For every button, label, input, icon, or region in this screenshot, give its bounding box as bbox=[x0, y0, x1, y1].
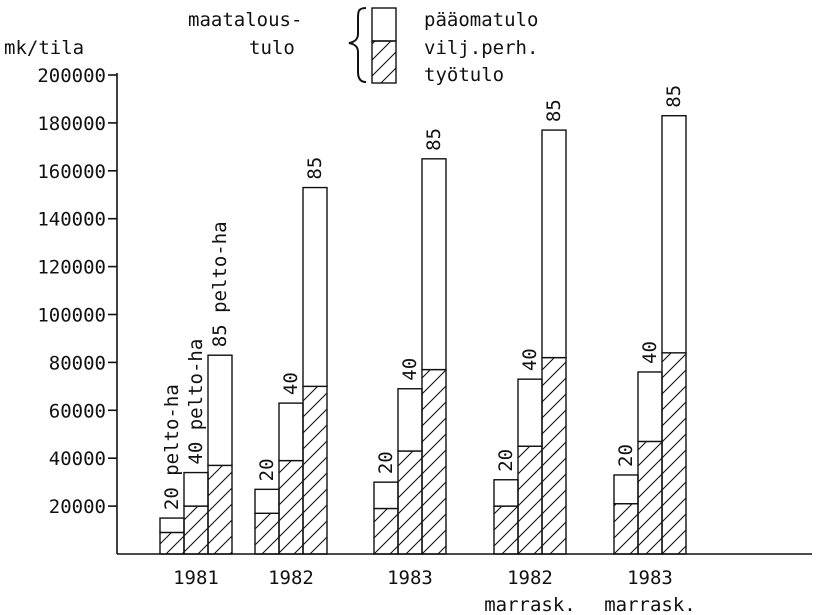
y-tick-label: 60000 bbox=[49, 400, 106, 422]
legend-swatch-paaomatulo bbox=[371, 7, 397, 42]
x-group-sublabel: marrask. bbox=[604, 594, 696, 615]
x-group-label: 1983 bbox=[627, 567, 673, 589]
bar-segment-paaomatulo bbox=[254, 488, 280, 514]
bar-label: 20 pelto-ha bbox=[161, 384, 183, 510]
bar-segment-paaomatulo bbox=[159, 517, 185, 534]
bar-label: 85 bbox=[663, 85, 685, 108]
y-tick-label: 40000 bbox=[49, 448, 106, 470]
y-tick-label: 20000 bbox=[49, 496, 106, 518]
y-tick-label: 80000 bbox=[49, 352, 106, 374]
legend-entry-label: vilj.perh. bbox=[424, 37, 538, 59]
x-group-label: 1982 bbox=[268, 567, 314, 589]
x-group-sublabel: marrask. bbox=[484, 594, 576, 615]
bar-segment-tyotulo bbox=[278, 459, 304, 555]
bar-segment-paaomatulo bbox=[637, 371, 663, 443]
bar-segment-tyotulo bbox=[183, 505, 209, 555]
bar-label: 40 bbox=[519, 348, 541, 371]
bar-label: 20 bbox=[615, 444, 637, 467]
bars bbox=[159, 115, 687, 555]
bar-segment-paaomatulo bbox=[421, 158, 447, 371]
y-axis-label: mk/tila bbox=[4, 37, 84, 59]
y-tick-label: 100000 bbox=[37, 305, 106, 327]
bar-segment-tyotulo bbox=[661, 352, 687, 555]
legend-group-label: maatalous- bbox=[188, 9, 302, 31]
bar-segment-tyotulo bbox=[421, 368, 447, 555]
bar-label: 40 bbox=[280, 372, 302, 395]
bar-label: 85 bbox=[304, 157, 326, 180]
bar-segment-paaomatulo bbox=[373, 481, 399, 510]
bar-segment-paaomatulo bbox=[541, 129, 567, 359]
legend-entry-label: pääomatulo bbox=[424, 9, 538, 31]
bar-label: 20 bbox=[375, 451, 397, 474]
bar-segment-paaomatulo bbox=[302, 186, 328, 388]
x-group-label: 1983 bbox=[387, 567, 433, 589]
bar-segment-tyotulo bbox=[541, 356, 567, 555]
bar-label: 85 pelto-ha bbox=[209, 221, 231, 347]
bar-label: 85 bbox=[423, 128, 445, 151]
y-tick-label: 160000 bbox=[37, 161, 106, 183]
bar-segment-tyotulo bbox=[493, 505, 519, 555]
bar-segment-tyotulo bbox=[302, 385, 328, 555]
y-tick-label: 140000 bbox=[37, 209, 106, 231]
bar-segment-tyotulo bbox=[613, 503, 639, 555]
bar-label: 40 pelto-ha bbox=[185, 339, 207, 465]
legend-entry-label: työtulo bbox=[424, 64, 504, 86]
bar-segment-paaomatulo bbox=[397, 388, 423, 452]
bar-label: 20 bbox=[495, 449, 517, 472]
y-tick-label: 180000 bbox=[37, 113, 106, 135]
bar-segment-tyotulo bbox=[517, 445, 543, 555]
bar-label: 20 bbox=[256, 458, 278, 481]
bar-segment-paaomatulo bbox=[517, 378, 543, 447]
y-tick-label: 120000 bbox=[37, 257, 106, 279]
axes: 20000 40000 60000 80000 100000 120000 140000 16… bbox=[4, 37, 812, 555]
bar-segment-paaomatulo bbox=[493, 479, 519, 507]
x-group-label: 1981 bbox=[173, 567, 219, 589]
bar-segment-tyotulo bbox=[159, 531, 185, 555]
bar-label: 40 bbox=[639, 341, 661, 364]
bar-segment-tyotulo bbox=[373, 507, 399, 555]
x-group-label: 1982 bbox=[507, 567, 553, 589]
bar-label: 40 bbox=[399, 358, 421, 381]
bar-segment-paaomatulo bbox=[278, 402, 304, 462]
bar-segment-tyotulo bbox=[207, 464, 233, 555]
bar-segment-paaomatulo bbox=[207, 354, 233, 467]
legend-brace bbox=[348, 7, 367, 83]
bar-segment-tyotulo bbox=[254, 512, 280, 555]
bar-label: 85 bbox=[543, 99, 565, 122]
legend: maatalous-tulo pääomatulo vilj.perh. työtul… bbox=[188, 7, 538, 86]
bar-segment-paaomatulo bbox=[613, 474, 639, 505]
bar-segment-tyotulo bbox=[397, 450, 423, 555]
bar-segment-paaomatulo bbox=[183, 471, 209, 507]
bar-segment-paaomatulo bbox=[661, 115, 687, 354]
bar-segment-tyotulo bbox=[637, 440, 663, 555]
legend-swatch-tyotulo bbox=[371, 40, 397, 84]
legend-group-label: tulo bbox=[249, 37, 295, 59]
y-tick-label: 200000 bbox=[37, 65, 106, 87]
